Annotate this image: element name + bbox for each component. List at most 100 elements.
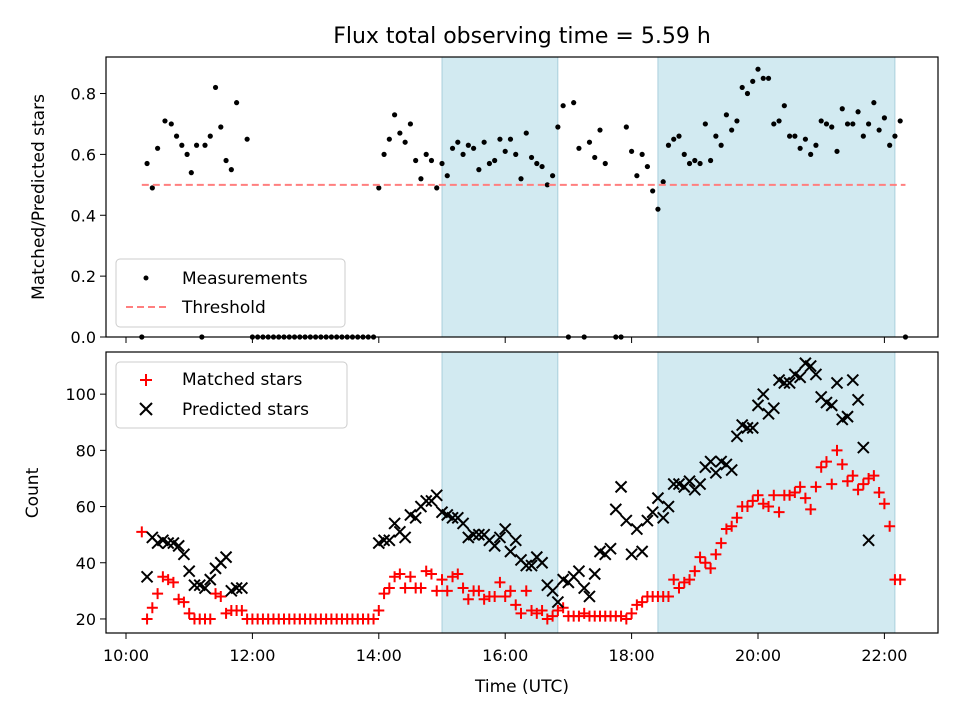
matched-stars-point-129 bbox=[815, 461, 827, 473]
matched-stars-point-95 bbox=[636, 596, 648, 608]
matched-stars-point-107 bbox=[699, 557, 711, 569]
matched-stars-point-130 bbox=[820, 456, 832, 468]
predicted-stars-point-0 bbox=[140, 570, 154, 584]
predicted-stars-point-105 bbox=[825, 399, 838, 412]
bottom-y-tick-label-2: 60 bbox=[76, 498, 96, 517]
legend-threshold-label: Threshold bbox=[181, 298, 266, 318]
matched-stars-point-62 bbox=[462, 593, 474, 605]
matched-stars-point-71 bbox=[510, 599, 522, 611]
predicted-stars-point-97 bbox=[783, 376, 796, 390]
measurements-point-51 bbox=[413, 157, 419, 164]
legend-predicted-label: Predicted stars bbox=[182, 400, 309, 420]
bottom-y-tick-label-1: 40 bbox=[76, 554, 96, 573]
legend-measurements-label: Measurements bbox=[182, 269, 308, 289]
x-tick-label-1: 12:00 bbox=[229, 646, 275, 665]
predicted-stars-point-110 bbox=[851, 393, 865, 406]
measurements-point-9 bbox=[188, 170, 194, 176]
measurements-point-135 bbox=[860, 133, 866, 139]
measurements-point-4 bbox=[162, 118, 168, 124]
measurements-point-52 bbox=[418, 176, 424, 182]
measurements-point-18 bbox=[234, 100, 240, 106]
measurements-point-47 bbox=[392, 112, 398, 118]
measurements-point-63 bbox=[476, 167, 482, 173]
predicted-stars-point-26 bbox=[409, 511, 422, 524]
predicted-stars-point-7 bbox=[177, 548, 191, 561]
measurements-point-5 bbox=[168, 121, 174, 127]
matched-stars-point-102 bbox=[673, 582, 685, 594]
measurements-point-71 bbox=[518, 176, 524, 182]
predicted-stars-point-70 bbox=[641, 514, 654, 527]
matched-stars-point-56 bbox=[431, 585, 443, 597]
measurements-point-55 bbox=[434, 185, 440, 191]
matched-stars-point-141 bbox=[878, 498, 890, 510]
measurements-point-73 bbox=[528, 154, 535, 161]
top-y-tick-label-0: 0.0 bbox=[71, 328, 96, 347]
matched-stars-point-109 bbox=[710, 548, 722, 560]
matched-stars-point-120 bbox=[768, 489, 780, 501]
top-shaded-regions bbox=[441, 56, 896, 338]
matched-stars-point-101 bbox=[668, 574, 680, 586]
predicted-stars-point-4 bbox=[161, 536, 175, 550]
matched-stars-point-78 bbox=[547, 610, 559, 622]
measurements-point-45 bbox=[381, 151, 387, 157]
matched-stars-point-133 bbox=[836, 458, 848, 470]
top-y-tick-label-4: 0.8 bbox=[71, 85, 96, 104]
measurements-point-46 bbox=[386, 136, 392, 142]
matched-stars-point-0 bbox=[136, 526, 148, 538]
predicted-stars-point-59 bbox=[583, 590, 596, 603]
predicted-stars-point-35 bbox=[456, 517, 470, 530]
predicted-stars-point-89 bbox=[741, 421, 754, 435]
measurements-point-77 bbox=[550, 173, 556, 179]
top-y-axis-label: Matched/Predicted stars bbox=[29, 94, 49, 300]
measurements-point-72 bbox=[523, 130, 529, 136]
measurements-point-14 bbox=[212, 84, 219, 91]
top-axes-frame bbox=[105, 56, 939, 338]
predicted-stars-point-73 bbox=[656, 511, 670, 524]
measurements-point-121 bbox=[787, 133, 793, 139]
top-shaded-interval-1 bbox=[657, 56, 896, 338]
measurements-point-141 bbox=[892, 133, 898, 139]
predicted-stars-point-86 bbox=[725, 463, 738, 477]
matched-stars-point-61 bbox=[457, 582, 469, 594]
measurements-point-104 bbox=[697, 160, 703, 167]
measurements-point-134 bbox=[855, 109, 861, 115]
measurements-point-128 bbox=[823, 121, 830, 127]
legend-matched-label: Matched stars bbox=[182, 370, 302, 390]
matched-stars-point-57 bbox=[436, 574, 448, 586]
matched-stars-point-115 bbox=[741, 501, 753, 513]
measurements-point-53 bbox=[423, 151, 429, 157]
top-y-tick-label-2: 0.4 bbox=[71, 206, 96, 225]
bottom-y-axis-label: Count bbox=[23, 467, 43, 518]
measurements-point-110 bbox=[729, 127, 735, 133]
measurements-point-137 bbox=[871, 100, 877, 106]
matched-stars-point-126 bbox=[799, 492, 811, 504]
measurements-point-1 bbox=[144, 160, 150, 167]
matched-stars-point-6 bbox=[167, 576, 179, 588]
measurements-point-91 bbox=[629, 148, 635, 154]
predicted-stars-point-108 bbox=[841, 410, 854, 423]
measurements-point-122 bbox=[792, 133, 798, 139]
measurements-point-114 bbox=[750, 78, 756, 84]
measurements-point-118 bbox=[771, 121, 777, 127]
measurements-point-19 bbox=[244, 136, 250, 142]
measurements-point-140 bbox=[887, 142, 893, 148]
measurements-point-59 bbox=[455, 139, 461, 145]
predicted-stars-point-96 bbox=[778, 376, 791, 390]
matched-stars-point-1 bbox=[141, 613, 153, 625]
predicted-stars-point-28 bbox=[419, 494, 433, 508]
measurements-point-124 bbox=[802, 136, 809, 142]
matched-stars-point-46 bbox=[378, 588, 390, 600]
predicted-stars-point-18 bbox=[235, 581, 249, 595]
measurements-point-79 bbox=[560, 103, 566, 109]
x-tick-label-2: 14:00 bbox=[356, 646, 402, 665]
predicted-stars-point-67 bbox=[625, 548, 638, 561]
predicted-stars-point-47 bbox=[520, 559, 533, 572]
measurements-point-129 bbox=[829, 124, 835, 130]
predicted-stars-point-58 bbox=[577, 581, 591, 595]
matched-stars-point-137 bbox=[857, 478, 869, 490]
x-tick-label-5: 20:00 bbox=[735, 646, 781, 665]
predicted-stars-point-60 bbox=[588, 567, 601, 581]
matched-stars-point-50 bbox=[399, 582, 411, 594]
measurements-point-15 bbox=[218, 124, 224, 130]
